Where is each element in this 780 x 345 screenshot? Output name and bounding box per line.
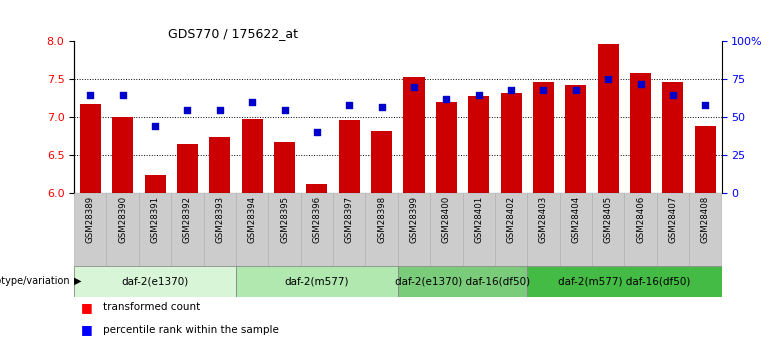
Text: GSM28392: GSM28392 bbox=[183, 196, 192, 243]
Text: GSM28395: GSM28395 bbox=[280, 196, 289, 243]
Bar bbox=[559, 193, 592, 266]
Bar bbox=[268, 193, 301, 266]
Bar bbox=[274, 142, 295, 193]
Text: GSM28398: GSM28398 bbox=[377, 196, 386, 243]
Bar bbox=[139, 193, 171, 266]
Text: GSM28400: GSM28400 bbox=[441, 196, 451, 243]
Bar bbox=[300, 193, 333, 266]
Text: daf-2(e1370): daf-2(e1370) bbox=[122, 276, 189, 286]
Text: ■: ■ bbox=[80, 300, 92, 314]
Point bbox=[181, 107, 193, 112]
Bar bbox=[630, 73, 651, 193]
Point bbox=[408, 84, 420, 90]
Bar bbox=[657, 193, 689, 266]
Text: GSM28401: GSM28401 bbox=[474, 196, 484, 243]
Bar bbox=[74, 193, 106, 266]
Point bbox=[214, 107, 226, 112]
Point bbox=[310, 130, 323, 135]
Bar bbox=[106, 193, 139, 266]
Bar bbox=[371, 131, 392, 193]
Bar bbox=[592, 193, 624, 266]
Point bbox=[602, 77, 615, 82]
Text: GSM28389: GSM28389 bbox=[86, 196, 95, 243]
Text: GSM28390: GSM28390 bbox=[118, 196, 127, 243]
Text: GSM28403: GSM28403 bbox=[539, 196, 548, 243]
Bar bbox=[463, 193, 495, 266]
Bar bbox=[398, 193, 431, 266]
Bar bbox=[398, 266, 527, 297]
Point bbox=[375, 104, 388, 109]
Bar bbox=[339, 120, 360, 193]
Point bbox=[569, 87, 582, 93]
Point bbox=[473, 92, 485, 97]
Bar bbox=[333, 193, 365, 266]
Bar bbox=[624, 193, 657, 266]
Bar bbox=[171, 193, 204, 266]
Text: GSM28399: GSM28399 bbox=[410, 196, 419, 243]
Point bbox=[537, 87, 550, 93]
Text: GSM28393: GSM28393 bbox=[215, 196, 225, 243]
Bar bbox=[365, 193, 398, 266]
Bar bbox=[689, 193, 722, 266]
Text: percentile rank within the sample: percentile rank within the sample bbox=[103, 325, 279, 335]
Point bbox=[116, 92, 129, 97]
Bar bbox=[566, 85, 587, 193]
Bar bbox=[80, 104, 101, 193]
Bar bbox=[209, 137, 230, 193]
Text: GSM28405: GSM28405 bbox=[604, 196, 613, 243]
Point bbox=[634, 81, 647, 87]
Text: GSM28408: GSM28408 bbox=[700, 196, 710, 243]
Text: genotype/variation: genotype/variation bbox=[0, 276, 70, 286]
Point bbox=[440, 96, 452, 102]
Bar bbox=[501, 93, 522, 193]
Bar bbox=[533, 82, 554, 193]
Text: GSM28406: GSM28406 bbox=[636, 196, 645, 243]
Text: GDS770 / 175622_at: GDS770 / 175622_at bbox=[168, 27, 298, 40]
Bar bbox=[242, 119, 263, 193]
Bar bbox=[307, 184, 328, 193]
Bar bbox=[74, 266, 236, 297]
Text: transformed count: transformed count bbox=[103, 302, 200, 312]
Text: ▶: ▶ bbox=[74, 276, 82, 286]
Bar bbox=[204, 193, 236, 266]
Point bbox=[505, 87, 517, 93]
Bar bbox=[177, 144, 198, 193]
Bar bbox=[468, 96, 489, 193]
Text: GSM28402: GSM28402 bbox=[506, 196, 516, 243]
Bar bbox=[112, 117, 133, 193]
Point bbox=[278, 107, 291, 112]
Text: GSM28396: GSM28396 bbox=[312, 196, 321, 243]
Bar bbox=[662, 82, 683, 193]
Bar bbox=[236, 193, 268, 266]
Text: GSM28407: GSM28407 bbox=[668, 196, 678, 243]
Text: daf-2(m577) daf-16(df50): daf-2(m577) daf-16(df50) bbox=[558, 276, 690, 286]
Point bbox=[84, 92, 97, 97]
Text: GSM28394: GSM28394 bbox=[247, 196, 257, 243]
Bar bbox=[436, 102, 457, 193]
Bar bbox=[597, 44, 619, 193]
Point bbox=[699, 102, 711, 108]
Bar bbox=[403, 77, 424, 193]
Text: GSM28404: GSM28404 bbox=[571, 196, 580, 243]
Bar bbox=[527, 193, 559, 266]
Text: daf-2(e1370) daf-16(df50): daf-2(e1370) daf-16(df50) bbox=[395, 276, 530, 286]
Point bbox=[246, 99, 258, 105]
Bar bbox=[527, 266, 722, 297]
Text: ■: ■ bbox=[80, 323, 92, 336]
Text: GSM28391: GSM28391 bbox=[151, 196, 160, 243]
Bar bbox=[144, 175, 165, 193]
Bar bbox=[695, 126, 716, 193]
Point bbox=[343, 102, 356, 108]
Point bbox=[149, 124, 161, 129]
Bar bbox=[431, 193, 463, 266]
Text: GSM28397: GSM28397 bbox=[345, 196, 354, 243]
Text: daf-2(m577): daf-2(m577) bbox=[285, 276, 349, 286]
Bar bbox=[236, 266, 398, 297]
Point bbox=[667, 92, 679, 97]
Bar bbox=[495, 193, 527, 266]
